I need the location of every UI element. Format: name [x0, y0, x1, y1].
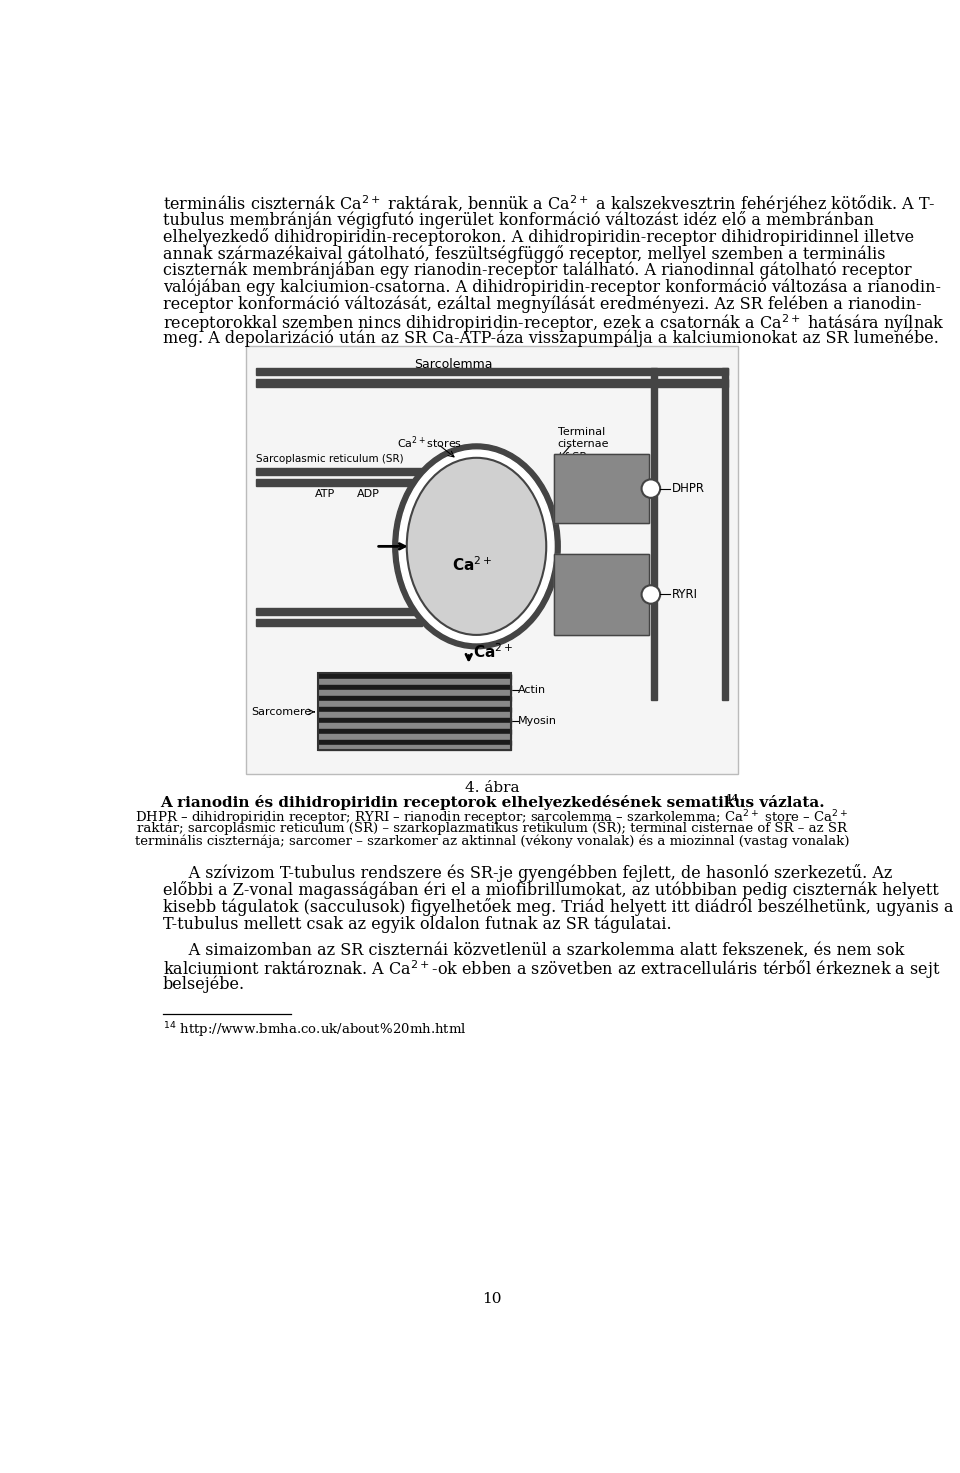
Bar	[247, 346, 737, 773]
Text: Sarcomere: Sarcomere	[252, 707, 311, 717]
Text: Ca$^{2+}$: Ca$^{2+}$	[472, 642, 513, 661]
Text: tubulus membránján végigfutó ingerület konformáció változást idéz elő a membránb: tubulus membránján végigfutó ingerület k…	[162, 211, 874, 228]
Text: A rianodin és dihidropiridin receptorok elhelyezkedésének sematikus vázlata.: A rianodin és dihidropiridin receptorok …	[159, 795, 825, 810]
Bar	[319, 713, 511, 717]
Bar	[319, 739, 511, 745]
Bar	[255, 479, 422, 486]
Text: Ca$^{2+}$stores: Ca$^{2+}$stores	[397, 435, 463, 451]
Bar	[255, 619, 422, 626]
Bar	[255, 368, 651, 376]
Bar	[554, 454, 649, 523]
Text: A simaizomban az SR ciszternái közvetlenül a szarkolemma alatt fekszenek, és nem: A simaizomban az SR ciszternái közvetlen…	[162, 941, 904, 959]
Bar	[319, 707, 511, 711]
Text: annak származékaival gátolható, feszültségfüggő receptor, mellyel szemben a term: annak származékaival gátolható, feszülts…	[162, 245, 885, 262]
Text: T-tubulus mellett csak az egyik oldalon futnak az SR tágulatai.: T-tubulus mellett csak az egyik oldalon …	[162, 915, 671, 932]
Bar	[318, 673, 512, 750]
Bar	[651, 368, 657, 700]
Bar	[255, 608, 422, 614]
Text: ciszternák membránjában egy rianodin-receptor található. A rianodinnal gátolható: ciszternák membránjában egy rianodin-rec…	[162, 262, 911, 278]
Bar	[319, 691, 511, 695]
Text: 14: 14	[726, 794, 739, 803]
Text: meg. A depolarizáció után az SR Ca-ATP-áza visszapumpálja a kalciumionokat az SR: meg. A depolarizáció után az SR Ca-ATP-á…	[162, 330, 939, 346]
Text: A szívizom T-tubulus rendszere és SR-je gyengébben fejlett, de hasonló szerkezet: A szívizom T-tubulus rendszere és SR-je …	[162, 865, 892, 882]
Bar	[318, 673, 512, 750]
Ellipse shape	[399, 451, 554, 642]
Circle shape	[641, 479, 660, 498]
Text: DHPR: DHPR	[672, 482, 705, 495]
Text: Sarcolemma: Sarcolemma	[414, 358, 492, 371]
Text: ATP: ATP	[315, 489, 335, 498]
Text: terminális ciszternája; sarcomer – szarkomer az aktinnal (vékony vonalak) és a m: terminális ciszternája; sarcomer – szark…	[134, 834, 850, 848]
Bar	[554, 454, 649, 523]
Text: kisebb tágulatok (sacculusok) figyelhetőek meg. Triád helyett itt diádról beszél: kisebb tágulatok (sacculusok) figyelhető…	[162, 899, 953, 916]
Text: receptorokkal szemben nincs dihidropiridin-receptor, ezek a csatornák a Ca$^{2+}: receptorokkal szemben nincs dihidropirid…	[162, 312, 945, 334]
Bar	[554, 554, 649, 635]
Text: DHPR – dihidropiridin receptor; RYRI – rianodin receptor; sarcolemma – szarkolem: DHPR – dihidropiridin receptor; RYRI – r…	[135, 809, 849, 828]
Text: receptor konformáció változását, ezáltal megnyílását eredményezi. Az SR felében : receptor konformáció változását, ezáltal…	[162, 296, 922, 312]
Text: belsejébe.: belsejébe.	[162, 975, 245, 993]
Bar	[651, 379, 729, 387]
Text: $^{14}$ http://www.bmha.co.uk/about%20mh.html: $^{14}$ http://www.bmha.co.uk/about%20mh…	[162, 1021, 467, 1040]
Ellipse shape	[393, 443, 561, 648]
Text: Terminal
cisternae
of SR: Terminal cisternae of SR	[558, 427, 610, 463]
Text: 10: 10	[482, 1292, 502, 1305]
Bar	[319, 701, 511, 707]
Bar	[319, 673, 511, 679]
Text: elhelyezkedő dihidropiridin-receptorokon. A dihidropiridin-receptor dihidropirid: elhelyezkedő dihidropiridin-receptorokon…	[162, 228, 914, 246]
Text: 4. ábra: 4. ábra	[465, 781, 519, 795]
Bar	[319, 679, 511, 685]
Bar	[651, 368, 729, 376]
Bar	[319, 735, 511, 739]
Text: Myosin: Myosin	[517, 716, 557, 726]
Text: RYRI: RYRI	[672, 588, 698, 601]
Bar	[255, 468, 422, 474]
Bar	[554, 554, 649, 635]
Bar	[319, 685, 511, 689]
Text: terminális ciszternák Ca$^{2+}$ raktárak, bennük a Ca$^{2+}$ a kalszekvesztrin f: terminális ciszternák Ca$^{2+}$ raktárak…	[162, 194, 935, 217]
Text: Sarcoplasmic reticulum (SR): Sarcoplasmic reticulum (SR)	[255, 454, 403, 464]
Text: raktár; sarcoplasmic reticulum (SR) – szarkoplazmatikus retikulum (SR); terminal: raktár; sarcoplasmic reticulum (SR) – sz…	[137, 822, 847, 835]
Text: Actin: Actin	[517, 685, 545, 695]
Bar	[319, 745, 511, 750]
Bar	[319, 717, 511, 723]
Text: előbbi a Z-vonal magasságában éri el a miofibrillumokat, az utóbbiban pedig cisz: előbbi a Z-vonal magasságában éri el a m…	[162, 881, 938, 900]
Bar	[319, 729, 511, 734]
Text: ADP: ADP	[356, 489, 379, 498]
Bar	[319, 695, 511, 701]
Ellipse shape	[407, 458, 546, 635]
Text: Ca$^{2+}$: Ca$^{2+}$	[452, 555, 492, 574]
Bar	[255, 379, 651, 387]
Text: valójában egy kalciumion-csatorna. A dihidropiridin-receptor konformáció változá: valójában egy kalciumion-csatorna. A dih…	[162, 278, 941, 296]
Circle shape	[641, 585, 660, 604]
Bar	[319, 723, 511, 729]
Text: kalciumiont raktároznak. A Ca$^{2+}$-ok ebben a szövetben az extracelluláris tér: kalciumiont raktároznak. A Ca$^{2+}$-ok …	[162, 959, 940, 981]
Bar	[722, 368, 729, 700]
